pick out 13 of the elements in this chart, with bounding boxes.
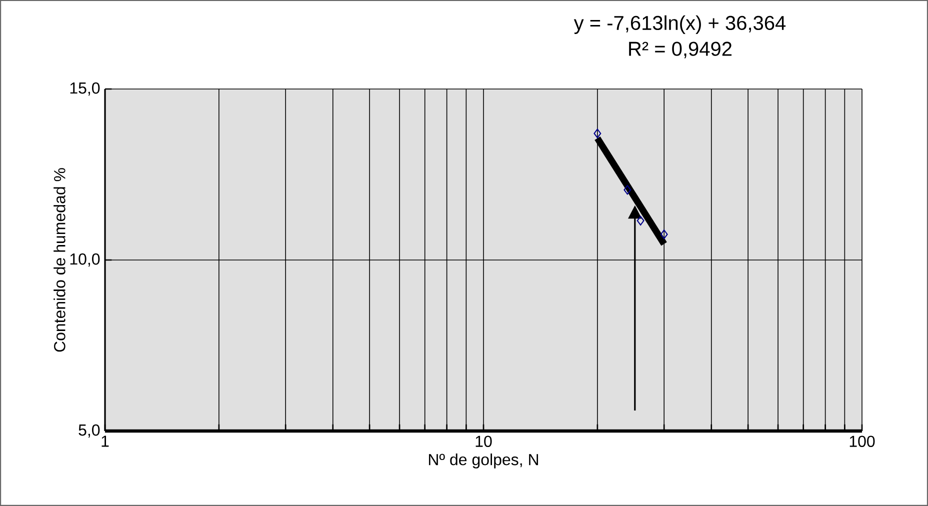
x-tick-label: 10: [476, 436, 492, 448]
y-tick-label: 10,0: [70, 253, 100, 267]
y-axis-title: Contenido de humedad %: [54, 168, 66, 352]
x-axis-title: Nº de golpes, N: [428, 454, 538, 468]
point: [660, 230, 668, 240]
x-tick-label: 1: [102, 436, 109, 447]
text: y = -7,613ln(x) + 36,364: [574, 15, 786, 34]
text: R² = 0,9492: [629, 42, 732, 58]
point: [594, 128, 602, 138]
x-tick-label: 100: [850, 436, 875, 448]
point: [636, 216, 644, 226]
y-tick-label: 5,0: [78, 424, 100, 438]
y-tick-label: 15,0: [70, 82, 100, 96]
